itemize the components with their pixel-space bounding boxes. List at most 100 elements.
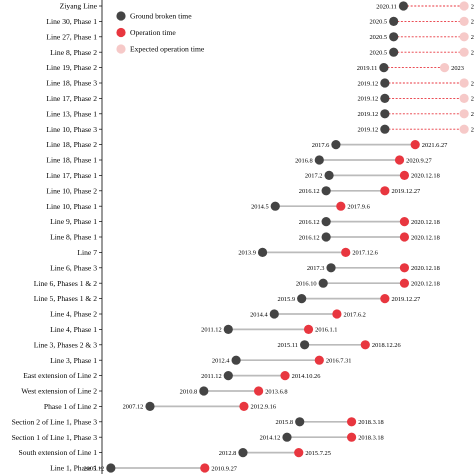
operation-label: 2013.6.8 — [265, 388, 287, 395]
row-6: 2019.12 2024 — [357, 93, 474, 103]
category-label: Line 9, Phase 1 — [50, 217, 97, 226]
ground-broken-dot — [389, 47, 399, 57]
ground-broken-label: 2015.9 — [278, 296, 296, 303]
category-label: Line 1, Phase 1 — [50, 464, 97, 473]
ground-broken-dot — [331, 140, 341, 150]
ground-broken-label: 2017.2 — [305, 173, 323, 180]
operation-label: 2019.12.27 — [391, 188, 421, 195]
category-label: Ziyang Line — [60, 2, 98, 11]
operation-dot — [341, 247, 351, 257]
operation-label: 2020.12.18 — [411, 281, 440, 288]
ground-broken-dot — [106, 463, 116, 473]
row-25: 2010.8 2013.6.8 — [180, 386, 288, 396]
row-4: 2019.11 2023 — [357, 63, 464, 73]
operation-dot — [399, 217, 410, 227]
ground-broken-label: 2015.11 — [277, 342, 298, 349]
ground-broken-label: 2017.6 — [312, 142, 330, 149]
category-label: Phase 1 of Line 2 — [44, 402, 97, 411]
ground-broken-label: 2020.5 — [369, 34, 387, 41]
ground-broken-label: 2020.5 — [369, 50, 387, 57]
category-label: Line 10, Phase 1 — [46, 202, 97, 211]
row-1: 2020.5 2024 — [369, 16, 474, 26]
ground-broken-dot — [269, 309, 279, 319]
y-axis-layer: Ziyang Line Line 30, Phase 1 Line 27, Phas… — [12, 0, 103, 474]
operation-dot — [399, 232, 410, 242]
operation-label: 2020.12.18 — [411, 173, 440, 180]
row-10: 2016.8 2020.9.27 — [295, 155, 433, 165]
category-label: Line 19, Phase 2 — [46, 63, 97, 72]
category-label: Line 6, Phase 3 — [50, 263, 97, 272]
operation-dot — [332, 309, 342, 319]
ground-broken-dot — [282, 432, 292, 442]
row-8: 2019.12 2024 — [357, 124, 474, 134]
legend-marker-operation — [116, 27, 126, 38]
row-20: 2014.4 2017.6.2 — [250, 309, 366, 319]
category-label: East extension of Line 2 — [23, 371, 97, 380]
ground-broken-dot — [297, 294, 307, 304]
ground-broken-dot — [238, 448, 248, 458]
ground-broken-dot — [321, 186, 331, 196]
row-29: 2012.8 2015.7.25 — [219, 448, 331, 458]
category-label: Section 1 of Line 1, Phase 3 — [12, 433, 98, 442]
category-label: Line 8, Phase 2 — [50, 48, 97, 57]
operation-label: 2017.6.2 — [344, 311, 366, 318]
row-18: 2016.10 2020.12.18 — [296, 278, 440, 288]
legend-label-ground_broken: Ground broken time — [130, 12, 192, 21]
operation-label: 2018.12.26 — [372, 342, 401, 349]
ground-broken-dot — [300, 340, 310, 350]
category-label: Line 18, Phase 1 — [46, 156, 97, 165]
operation-dot — [380, 294, 390, 304]
operation-dot — [346, 432, 357, 442]
ground-broken-dot — [318, 278, 328, 288]
ground-broken-label: 2012.8 — [219, 450, 237, 457]
ground-broken-label: 2014.4 — [250, 311, 268, 318]
ground-broken-dot — [380, 93, 390, 103]
row-17: 2017.3 2020.12.18 — [307, 263, 440, 273]
category-label: Line 30, Phase 1 — [46, 17, 97, 26]
ground-broken-dot — [231, 355, 241, 365]
operation-label: 2014.10.26 — [292, 373, 321, 380]
row-19: 2015.9 2019.12.27 — [278, 294, 421, 304]
operation-dot — [314, 355, 324, 365]
chart-rows: 2020.1120242020.520242020.520242020.5202… — [83, 1, 474, 473]
ground-broken-dot — [295, 417, 305, 427]
ground-broken-dot — [199, 386, 209, 396]
ground-broken-label: 2017.3 — [307, 265, 325, 272]
ground-broken-label: 2016.10 — [296, 281, 317, 288]
row-15: 2016.12 2020.12.18 — [299, 232, 440, 242]
ground-broken-dot — [270, 201, 280, 211]
operation-label: 2020.12.18 — [411, 234, 440, 241]
ground-broken-label: 2007.12 — [123, 404, 144, 411]
ground-broken-label: 2010.8 — [180, 388, 198, 395]
category-label: Line 6, Phases 1 & 2 — [34, 279, 97, 288]
operation-dot — [336, 201, 346, 211]
ground-broken-label: 2016.12 — [299, 188, 320, 195]
expected-operation-dot — [459, 32, 469, 42]
ground-broken-label: 2013.9 — [238, 250, 256, 257]
ground-broken-label: 2011.12 — [201, 373, 222, 380]
expected-operation-dot — [459, 1, 469, 11]
row-28: 2014.12 2018.3.18 — [260, 432, 384, 442]
ground-broken-dot — [380, 109, 390, 119]
ground-broken-label: 2015.8 — [276, 419, 294, 426]
category-label: Line 8, Phase 1 — [50, 233, 97, 242]
ground-broken-dot — [324, 170, 334, 180]
ground-broken-label: 2016.12 — [299, 234, 320, 241]
category-label: Line 4, Phase 1 — [50, 325, 97, 334]
operation-label: 2017.12.6 — [352, 250, 378, 257]
operation-dot — [399, 263, 410, 273]
ground-broken-dot — [326, 263, 336, 273]
expected-operation-dot — [459, 78, 469, 88]
legend-label-expected: Expected operation time — [130, 45, 205, 54]
operation-label: 2024 — [471, 19, 474, 26]
operation-label: 2024 — [471, 111, 474, 118]
row-24: 2011.12 2014.10.26 — [201, 371, 321, 381]
ground-broken-label: 2020.5 — [369, 19, 387, 26]
ground-broken-dot — [257, 247, 268, 257]
operation-label: 2020.12.18 — [411, 265, 440, 272]
row-3: 2020.5 2024 — [369, 47, 474, 57]
operation-dot — [254, 386, 264, 396]
operation-label: 2020.9.27 — [406, 157, 432, 164]
operation-dot — [280, 371, 290, 381]
